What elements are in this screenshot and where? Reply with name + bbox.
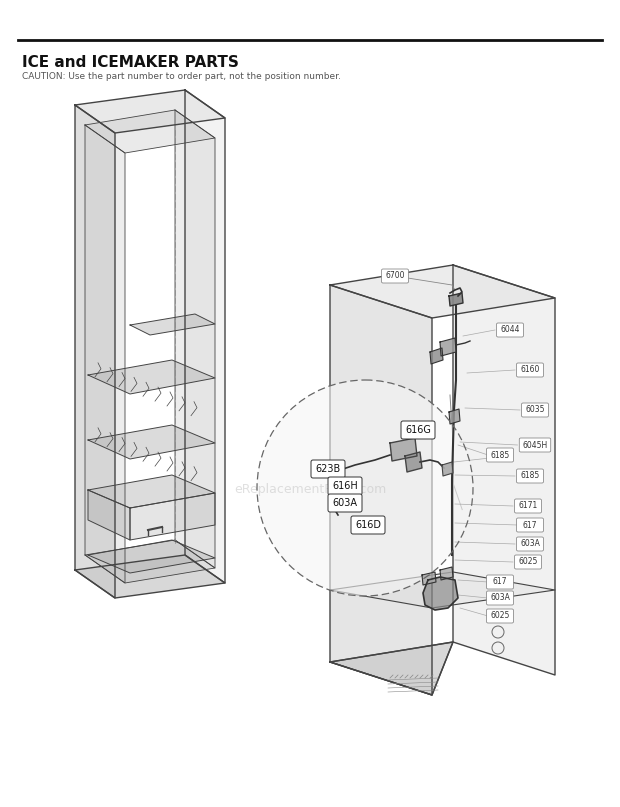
Polygon shape [88, 490, 130, 540]
Polygon shape [75, 105, 115, 598]
FancyBboxPatch shape [487, 591, 513, 605]
Text: 603A: 603A [490, 593, 510, 603]
Polygon shape [423, 577, 458, 610]
Polygon shape [75, 90, 225, 133]
Text: 616H: 616H [332, 481, 358, 491]
Text: 617: 617 [493, 578, 507, 587]
Polygon shape [88, 425, 215, 459]
FancyBboxPatch shape [520, 438, 551, 452]
Text: 6035: 6035 [525, 405, 545, 415]
Text: 6025: 6025 [518, 558, 538, 567]
FancyBboxPatch shape [487, 609, 513, 623]
Polygon shape [330, 642, 453, 695]
FancyBboxPatch shape [516, 363, 544, 377]
Polygon shape [85, 110, 215, 153]
Text: 6044: 6044 [500, 325, 520, 334]
FancyBboxPatch shape [487, 448, 513, 462]
Polygon shape [130, 314, 215, 335]
Polygon shape [88, 540, 215, 573]
FancyBboxPatch shape [401, 421, 435, 439]
Text: 617: 617 [523, 521, 538, 529]
Text: 6171: 6171 [518, 501, 538, 511]
FancyBboxPatch shape [515, 555, 541, 569]
Text: 616G: 616G [405, 425, 431, 435]
Text: ICE and ICEMAKER PARTS: ICE and ICEMAKER PARTS [22, 55, 239, 70]
Polygon shape [330, 572, 555, 608]
Text: 603A: 603A [520, 540, 540, 549]
FancyBboxPatch shape [381, 269, 409, 283]
FancyBboxPatch shape [328, 477, 362, 495]
FancyBboxPatch shape [515, 499, 541, 513]
Polygon shape [390, 438, 417, 461]
Polygon shape [405, 452, 422, 472]
Polygon shape [449, 293, 463, 306]
Polygon shape [88, 475, 215, 508]
Text: 6185: 6185 [490, 450, 510, 459]
Text: 603A: 603A [332, 498, 358, 508]
Text: 6025: 6025 [490, 612, 510, 621]
FancyBboxPatch shape [516, 469, 544, 483]
Polygon shape [330, 642, 453, 695]
FancyBboxPatch shape [521, 403, 549, 417]
Polygon shape [422, 572, 436, 585]
Text: eReplacementParts.com: eReplacementParts.com [234, 483, 386, 496]
Polygon shape [442, 462, 453, 476]
Polygon shape [330, 265, 555, 318]
FancyBboxPatch shape [351, 516, 385, 534]
Text: 6045H: 6045H [523, 441, 547, 449]
Polygon shape [75, 555, 225, 598]
Polygon shape [330, 285, 432, 695]
Polygon shape [88, 360, 215, 394]
Polygon shape [85, 125, 125, 583]
FancyBboxPatch shape [487, 575, 513, 589]
Polygon shape [440, 567, 453, 580]
Circle shape [257, 380, 473, 596]
FancyBboxPatch shape [328, 494, 362, 512]
FancyBboxPatch shape [311, 460, 345, 478]
Polygon shape [175, 110, 215, 568]
Polygon shape [185, 90, 225, 583]
Polygon shape [440, 338, 456, 356]
Polygon shape [453, 265, 555, 675]
FancyBboxPatch shape [497, 323, 523, 337]
FancyBboxPatch shape [516, 518, 544, 532]
Polygon shape [85, 540, 215, 583]
Text: 6700: 6700 [385, 271, 405, 281]
Text: CAUTION: Use the part number to order part, not the position number.: CAUTION: Use the part number to order pa… [22, 72, 341, 81]
Text: 623B: 623B [316, 464, 340, 474]
Polygon shape [430, 348, 443, 364]
Polygon shape [130, 493, 215, 540]
Text: 6160: 6160 [520, 366, 539, 374]
FancyBboxPatch shape [516, 537, 544, 551]
Text: 6185: 6185 [520, 471, 539, 480]
Polygon shape [449, 409, 460, 424]
Text: 616D: 616D [355, 520, 381, 530]
